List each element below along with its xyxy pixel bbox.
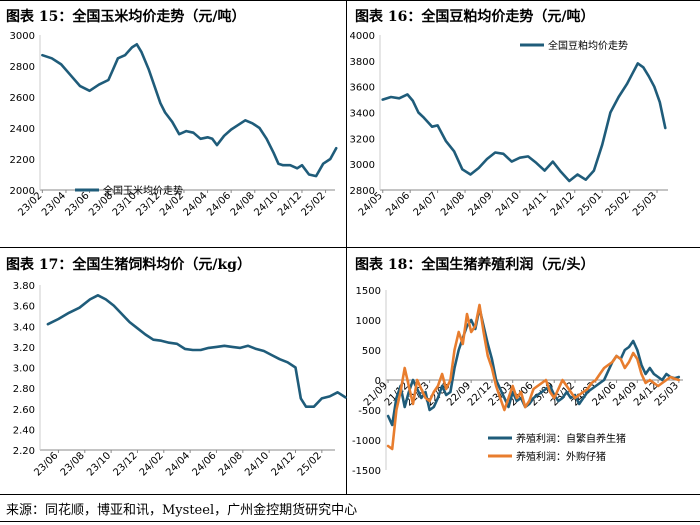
x-tick-label: 25/02 <box>604 190 632 218</box>
y-tick-label: 2200 <box>10 155 35 166</box>
x-tick-label: 24/04 <box>182 190 210 218</box>
source-note: 来源：同花顺，博亚和讯，Mysteel，广州金控期货研究中心 <box>6 503 358 518</box>
series-line-0 <box>46 293 347 408</box>
x-tick-label: 24/10 <box>494 190 522 218</box>
y-tick-label: 0 <box>375 376 381 387</box>
x-tick-label: 24/07 <box>412 190 440 218</box>
mid-divider <box>0 247 700 248</box>
legend-label: 养殖利润：外购仔猪 <box>516 450 606 463</box>
y-tick-label: 500 <box>362 346 381 357</box>
y-tick-label: 1500 <box>356 286 381 297</box>
y-tick-label: 2600 <box>10 93 35 104</box>
y-tick-label: 2.20 <box>13 446 35 457</box>
y-tick-label: -1000 <box>352 436 381 447</box>
y-tick-label: -1500 <box>352 466 381 477</box>
y-tick-label: 3.40 <box>13 322 35 333</box>
x-tick-label: 24/09 <box>466 190 494 218</box>
y-tick-label: 3200 <box>350 134 375 145</box>
x-tick-label: 25/02 <box>296 450 324 478</box>
legend-label: 全国豆粕均价走势 <box>548 39 628 52</box>
x-tick-label: 25/03 <box>631 190 659 218</box>
hog-profit-chart: -1500-1000-50005001000150021/0921/1222/0… <box>352 286 683 477</box>
series-line-1 <box>386 303 681 451</box>
y-tick-label: -500 <box>358 406 381 417</box>
chart-15-title: 图表 15：全国玉米均价走势（元/吨） <box>6 9 246 25</box>
x-tick-label: 24/08 <box>439 190 467 218</box>
y-tick-label: 2.80 <box>13 384 35 395</box>
center-divider <box>346 0 347 494</box>
y-tick-label: 3000 <box>350 160 375 171</box>
y-tick-label: 2400 <box>10 124 35 135</box>
top-border <box>0 0 700 1</box>
y-tick-label: 2800 <box>350 186 375 197</box>
x-tick-label: 24/06 <box>205 190 233 218</box>
x-tick-label: 24/12 <box>276 190 304 218</box>
y-tick-label: 3000 <box>10 31 35 42</box>
x-tick-label: 24/12 <box>549 190 577 218</box>
series-line-0 <box>41 42 338 178</box>
x-tick-label: 24/06 <box>190 450 218 478</box>
legend-label: 养殖利润：自繁自养生猪 <box>516 432 626 445</box>
y-tick-label: 2.60 <box>13 405 35 416</box>
x-tick-label: 24/06 <box>384 190 412 218</box>
x-tick-label: 24/08 <box>229 190 257 218</box>
x-tick-label: 24/10 <box>252 190 280 218</box>
x-tick-label: 23/06 <box>64 190 92 218</box>
y-tick-label: 4000 <box>350 31 375 42</box>
y-tick-label: 2.40 <box>13 425 35 436</box>
y-tick-label: 3800 <box>350 57 375 68</box>
y-tick-label: 3400 <box>350 109 375 120</box>
y-tick-label: 1000 <box>356 316 381 327</box>
y-tick-label: 3.20 <box>13 343 35 354</box>
x-tick-label: 24/02 <box>138 450 166 478</box>
x-tick-label: 25/02 <box>300 190 328 218</box>
bottom-divider <box>0 494 700 495</box>
x-tick-label: 24/10 <box>243 450 271 478</box>
y-tick-label: 3.60 <box>13 302 35 313</box>
y-tick-label: 2800 <box>10 62 35 73</box>
chart-18-title: 图表 18：全国生猪养殖利润（元/头） <box>355 257 595 273</box>
x-tick-label: 24/12 <box>269 450 297 478</box>
x-tick-label: 23/10 <box>85 450 113 478</box>
x-tick-label: 25/01 <box>576 190 604 218</box>
chart-17-title: 图表 17：全国生猪饲料均价（元/kg） <box>6 257 251 273</box>
series-line-0 <box>386 306 681 427</box>
y-tick-label: 3.00 <box>13 364 35 375</box>
y-tick-label: 3.80 <box>13 281 35 292</box>
x-tick-label: 23/06 <box>32 450 60 478</box>
x-tick-label: 24/04 <box>164 450 192 478</box>
x-tick-label: 23/04 <box>40 190 68 218</box>
series-line-0 <box>381 62 667 183</box>
chart-16-title: 图表 16：全国豆粕均价走势（元/吨） <box>355 9 595 25</box>
legend-label: 全国玉米均价走势 <box>103 184 183 197</box>
y-tick-label: 2000 <box>10 186 35 197</box>
bottom-border <box>0 521 700 522</box>
corn-price-chart: 20002200240026002800300023/0223/0423/062… <box>10 31 338 219</box>
hog-feed-price-chart: 2.20 2.40 2.60 2.80 3.00 3.20 3.40 3.60 3.80 23/0… <box>13 281 347 479</box>
x-tick-label: 23/12 <box>111 450 139 478</box>
x-tick-label: 23/08 <box>59 450 87 478</box>
y-tick-label: 3600 <box>350 83 375 94</box>
x-tick-label: 24/11 <box>521 190 549 218</box>
x-tick-label: 24/08 <box>217 450 245 478</box>
